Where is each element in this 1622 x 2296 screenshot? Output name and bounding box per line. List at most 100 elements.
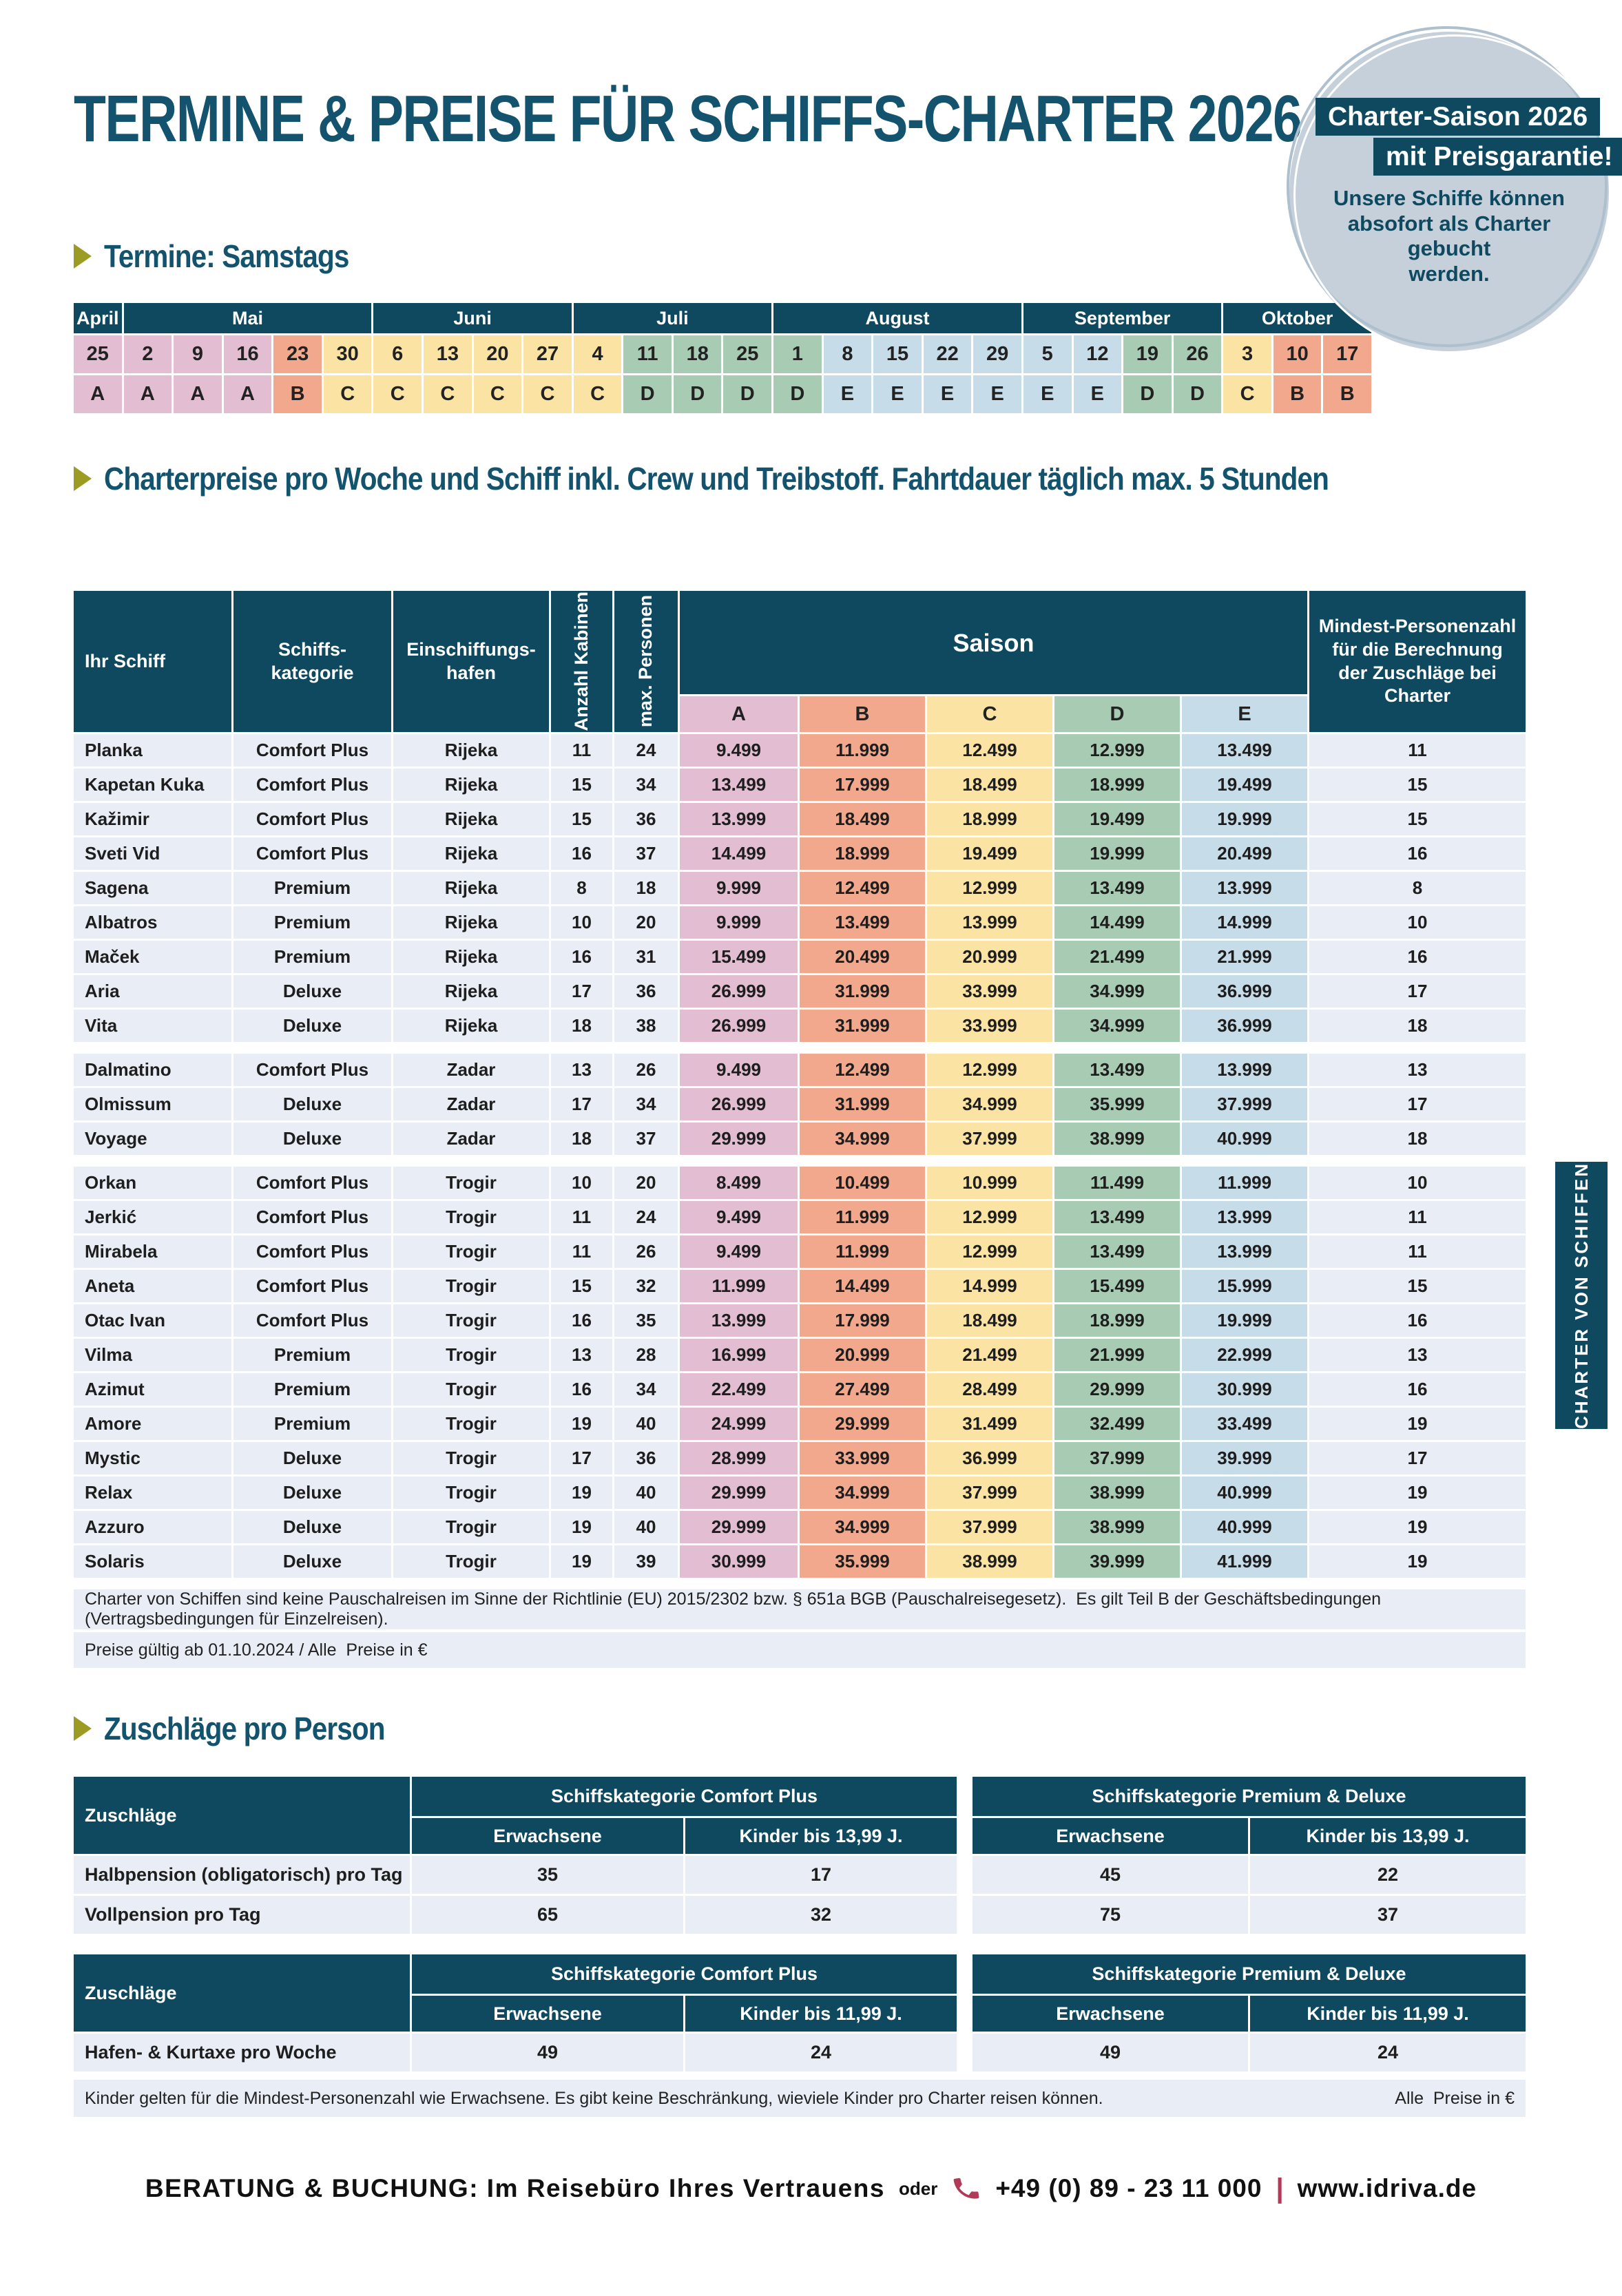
price-cell-e: 33.499 <box>1182 1408 1307 1440</box>
calendar-date-cell: 17 <box>1323 335 1371 373</box>
calendar-season-cell: B <box>1273 375 1322 413</box>
cabins-cell: 17 <box>551 1088 612 1120</box>
calendar-season-cell: E <box>823 375 872 413</box>
ship-name-cell: Olmissum <box>74 1088 231 1120</box>
calendar-season-cell: C <box>373 375 422 413</box>
vollpension-comfort-adults: 65 <box>412 1896 683 1934</box>
port-cell: Rijeka <box>393 941 549 973</box>
cabins-cell: 13 <box>551 1339 612 1371</box>
calendar-season-cell: E <box>973 375 1021 413</box>
price-cell-c: 19.499 <box>927 837 1052 870</box>
zuschlaege-corner-label: Zuschläge <box>74 1777 410 1854</box>
footer-website-link[interactable]: www.idriva.de <box>1297 2174 1477 2202</box>
season-subheader-a: A <box>680 696 798 732</box>
max-persons-cell: 34 <box>614 1088 678 1120</box>
col-header-port: Einschiffungs- hafen <box>393 591 549 732</box>
ship-name-cell: Aria <box>74 975 231 1008</box>
cabins-cell: 15 <box>551 1270 612 1302</box>
calendar-season-cell: C <box>523 375 572 413</box>
kids-header: Kinder bis 13,99 J. <box>685 1818 957 1854</box>
price-cell-b: 11.999 <box>800 734 925 766</box>
price-cell-d: 13.499 <box>1054 1235 1180 1268</box>
kurtaxe-premium-adults: 49 <box>973 2034 1248 2071</box>
badge-line1: Charter-Saison 2026 <box>1316 98 1601 136</box>
price-cell-d: 13.499 <box>1054 1201 1180 1233</box>
calendar-season-cell: E <box>1023 375 1072 413</box>
max-persons-cell: 40 <box>614 1476 678 1509</box>
ship-name-cell: Voyage <box>74 1123 231 1155</box>
category-cell: Comfort Plus <box>233 837 391 870</box>
kids-header: Kinder bis 11,99 J. <box>1250 1996 1526 2032</box>
halbpension-comfort-kids: 17 <box>685 1856 957 1894</box>
category-cell: Comfort Plus <box>233 1167 391 1199</box>
table-row: Voyage Deluxe Zadar 18 37 29.999 34.999 … <box>74 1123 1526 1155</box>
ship-name-cell: Kažimir <box>74 803 231 835</box>
min-persons-cell: 17 <box>1309 1442 1526 1474</box>
price-cell-a: 26.999 <box>680 1010 798 1042</box>
price-cell-d: 21.499 <box>1054 941 1180 973</box>
price-cell-e: 36.999 <box>1182 975 1307 1008</box>
category-cell: Comfort Plus <box>233 1235 391 1268</box>
cabins-cell: 17 <box>551 1442 612 1474</box>
footer-phone-number[interactable]: +49 (0) 89 - 23 11 000 <box>995 2174 1262 2202</box>
price-cell-b: 11.999 <box>800 1235 925 1268</box>
port-cell: Rijeka <box>393 837 549 870</box>
port-cell: Trogir <box>393 1235 549 1268</box>
section-termine: Termine: Samstags <box>74 238 382 275</box>
price-cell-a: 9.499 <box>680 1235 798 1268</box>
calendar-date-cell: 19 <box>1123 335 1172 373</box>
price-cell-b: 10.499 <box>800 1167 925 1199</box>
min-persons-cell: 19 <box>1309 1476 1526 1509</box>
phone-icon <box>953 2178 979 2199</box>
table-row: Azimut Premium Trogir 16 34 22.499 27.49… <box>74 1373 1526 1406</box>
cabins-cell: 16 <box>551 1373 612 1406</box>
category-cell: Deluxe <box>233 1010 391 1042</box>
calendar-date-cell: 12 <box>1073 335 1122 373</box>
ship-name-cell: Vita <box>74 1010 231 1042</box>
max-persons-cell: 39 <box>614 1545 678 1578</box>
price-cell-e: 13.999 <box>1182 1235 1307 1268</box>
price-cell-a: 13.999 <box>680 803 798 835</box>
calendar-season-cell: E <box>873 375 922 413</box>
min-persons-cell: 11 <box>1309 734 1526 766</box>
calendar-date-cell: 3 <box>1223 335 1271 373</box>
port-cell: Trogir <box>393 1201 549 1233</box>
ship-name-cell: Albatros <box>74 906 231 939</box>
cabins-cell: 19 <box>551 1545 612 1578</box>
min-persons-cell: 19 <box>1309 1511 1526 1543</box>
footer-booking-label: BERATUNG & BUCHUNG: Im Reisebüro Ihres V… <box>145 2174 885 2202</box>
calendar-date-cell: 25 <box>74 335 122 373</box>
calendar-season-cell: D <box>623 375 672 413</box>
table-row: Sagena Premium Rijeka 8 18 9.999 12.499 … <box>74 872 1526 904</box>
max-persons-cell: 35 <box>614 1304 678 1337</box>
cabins-cell: 11 <box>551 1235 612 1268</box>
port-cell: Zadar <box>393 1123 549 1155</box>
cabins-cell: 18 <box>551 1010 612 1042</box>
adults-header: Erwachsene <box>973 1818 1248 1854</box>
cabins-cell: 19 <box>551 1476 612 1509</box>
max-persons-cell: 36 <box>614 1442 678 1474</box>
table-row: Planka Comfort Plus Rijeka 11 24 9.499 1… <box>74 734 1526 766</box>
kurtaxe-comfort-adults: 49 <box>412 2034 683 2071</box>
category-cell: Premium <box>233 1373 391 1406</box>
calendar-date-cell: 11 <box>623 335 672 373</box>
note-pauschalreisen: Charter von Schiffen sind keine Pauschal… <box>74 1589 1526 1629</box>
port-cell: Rijeka <box>393 734 549 766</box>
calendar-month-row: April Mai Juni Juli August September Okt… <box>74 303 1371 333</box>
calendar-date-cell: 18 <box>673 335 722 373</box>
price-cell-d: 13.499 <box>1054 872 1180 904</box>
price-cell-e: 37.999 <box>1182 1088 1307 1120</box>
price-cell-c: 12.999 <box>927 1054 1052 1086</box>
price-cell-e: 11.999 <box>1182 1167 1307 1199</box>
category-cell: Comfort Plus <box>233 1270 391 1302</box>
price-cell-a: 9.499 <box>680 1054 798 1086</box>
halbpension-comfort-adults: 35 <box>412 1856 683 1894</box>
price-cell-c: 10.999 <box>927 1167 1052 1199</box>
price-cell-e: 21.999 <box>1182 941 1307 973</box>
min-persons-cell: 10 <box>1309 1167 1526 1199</box>
port-cell: Zadar <box>393 1088 549 1120</box>
ship-name-cell: Sveti Vid <box>74 837 231 870</box>
category-cell: Deluxe <box>233 1442 391 1474</box>
calendar-date-cell: 9 <box>174 335 222 373</box>
